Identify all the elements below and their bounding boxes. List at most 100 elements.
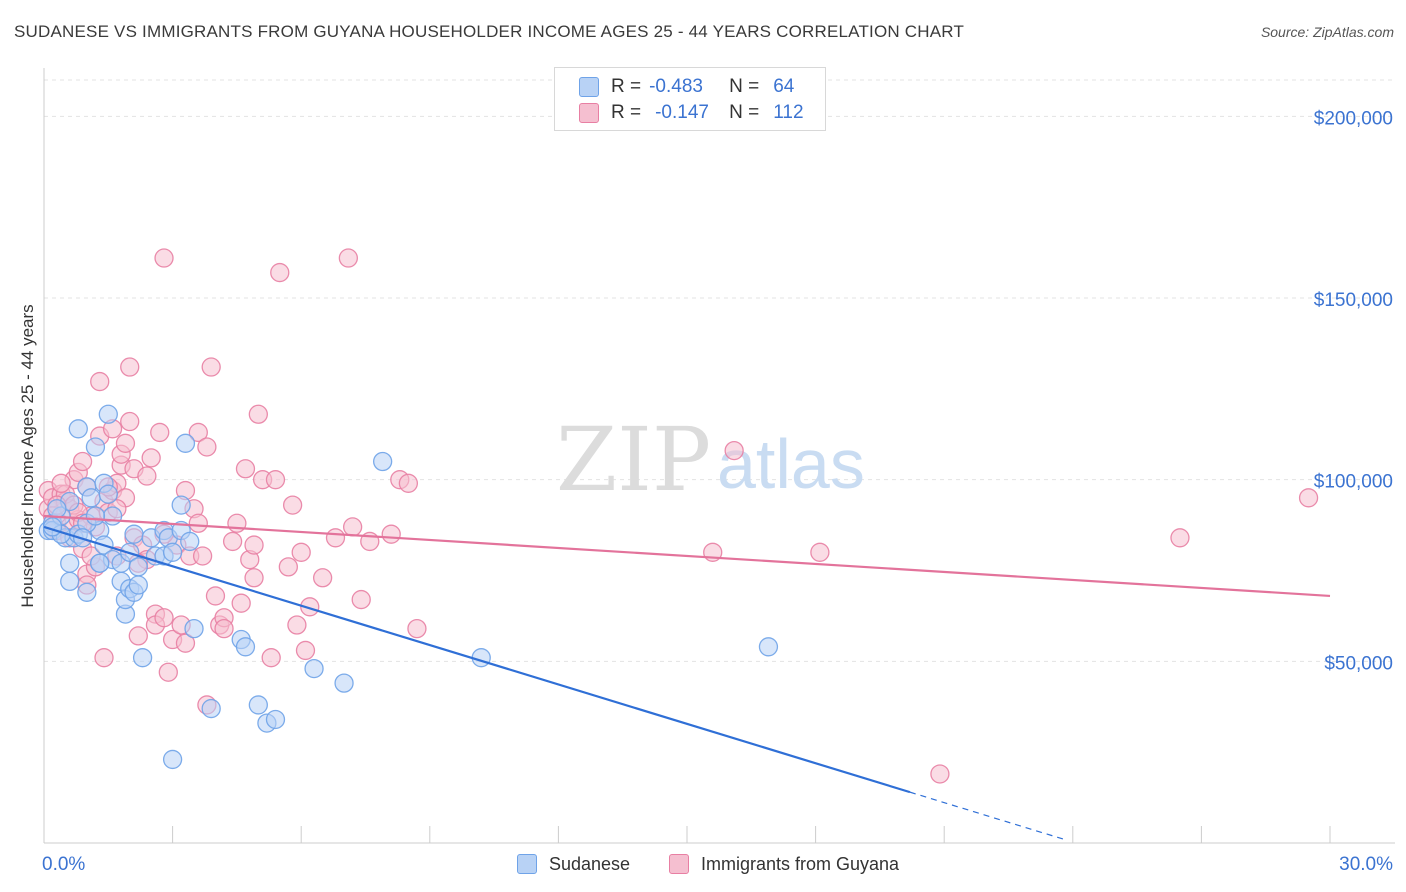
guyana-point xyxy=(192,546,213,566)
guyana-point xyxy=(287,615,307,635)
guyana-point xyxy=(342,517,363,537)
guyana-point xyxy=(120,411,140,432)
legend-row-guyana: R = -0.147 N = 112 xyxy=(579,101,804,125)
guyana-point xyxy=(150,422,170,443)
guyana-point xyxy=(201,357,221,377)
sudanese-point xyxy=(265,709,286,730)
source-label: Source: ZipAtlas.com xyxy=(1260,24,1394,40)
sudanese-swatch xyxy=(579,77,599,97)
guyana-point xyxy=(128,626,148,646)
guyana-point xyxy=(72,451,93,472)
sudanese-point xyxy=(60,553,80,573)
legend-guyana-label: Immigrants from Guyana xyxy=(701,853,900,874)
guyana-point xyxy=(231,593,251,613)
trend-lines xyxy=(43,514,1331,840)
sudanese-point xyxy=(180,531,200,552)
guyana-point xyxy=(810,542,830,562)
sudanese-point xyxy=(248,695,268,715)
guyana-point xyxy=(188,422,208,443)
guyana-point xyxy=(291,542,311,562)
watermark-zip: ZIP xyxy=(556,408,711,511)
guyana-point xyxy=(295,640,316,661)
sudanese-point xyxy=(171,495,191,515)
sudanese-point xyxy=(334,673,354,693)
sudanese-point xyxy=(201,698,221,719)
guyana-point xyxy=(227,513,247,533)
y-tick-label: $150,000 xyxy=(1314,290,1393,311)
sudanese-point xyxy=(128,557,148,577)
y-tick-label: $100,000 xyxy=(1314,472,1393,493)
guyana-point xyxy=(278,557,298,577)
guyana-point xyxy=(214,618,234,639)
sudanese-point xyxy=(124,524,144,544)
sudanese-n-value: 64 xyxy=(773,76,795,97)
sudanese-point xyxy=(758,637,779,657)
series-guyana-points xyxy=(38,248,1319,784)
legend-guyana-swatch xyxy=(669,854,689,874)
legend-item-sudanese[interactable]: Sudanese xyxy=(517,851,630,877)
guyana-point xyxy=(398,473,419,493)
legend-item-guyana[interactable]: Immigrants from Guyana xyxy=(669,851,899,877)
sudanese-point xyxy=(98,484,118,504)
guyana-swatch xyxy=(579,103,599,123)
sudanese-point xyxy=(77,582,97,602)
guyana-point xyxy=(120,357,140,377)
guyana-point xyxy=(407,618,427,639)
sudanese-point xyxy=(372,451,393,472)
guyana-point xyxy=(188,513,208,533)
guyana-point xyxy=(205,586,226,606)
guyana-point xyxy=(90,371,110,392)
sudanese-point xyxy=(162,749,183,770)
sudanese-point xyxy=(85,506,106,526)
sudanese-point xyxy=(235,637,256,657)
sudanese-point xyxy=(85,437,106,457)
guyana-point xyxy=(141,448,161,468)
sudanese-r-value: -0.483 xyxy=(649,76,703,97)
guyana-point xyxy=(235,459,256,479)
sudanese-point xyxy=(132,648,153,668)
guyana-point xyxy=(248,404,268,424)
sudanese-point xyxy=(98,404,118,424)
sudanese-point xyxy=(471,648,491,668)
guyana-point xyxy=(724,440,744,461)
guyana-point xyxy=(222,531,243,552)
sudanese-point xyxy=(175,433,196,453)
guyana-point xyxy=(244,568,264,588)
stats-legend: R = -0.483 N = 64 R = -0.147 N = 112 xyxy=(554,67,826,131)
sudanese-trend-extension xyxy=(909,791,1065,840)
sudanese-point xyxy=(128,575,148,595)
guyana-point xyxy=(1170,528,1190,548)
guyana-point xyxy=(175,633,196,653)
sudanese-point xyxy=(304,658,324,679)
sudanese-point xyxy=(81,488,101,508)
legend-sudanese-label: Sudanese xyxy=(549,853,631,874)
guyana-point xyxy=(300,597,320,617)
sudanese-n-label: N = xyxy=(729,76,760,97)
guyana-point xyxy=(338,248,359,268)
sudanese-point xyxy=(162,542,183,562)
guyana-point xyxy=(282,495,303,515)
guyana-point xyxy=(94,648,114,668)
guyana-point xyxy=(244,535,264,555)
sudanese-point xyxy=(60,571,80,592)
guyana-point xyxy=(381,524,401,544)
guyana-point xyxy=(115,433,136,453)
y-tick-label: $50,000 xyxy=(1324,653,1393,674)
guyana-point xyxy=(312,568,333,588)
guyana-n-value: 112 xyxy=(773,102,804,123)
guyana-point xyxy=(265,470,286,490)
guyana-point xyxy=(154,248,174,268)
guyana-point xyxy=(1298,488,1319,508)
sudanese-point xyxy=(68,419,88,439)
sudanese-trend-line xyxy=(43,525,911,794)
guyana-trend-line xyxy=(43,514,1331,598)
tick-labels: $50,000 $100,000 $150,000 $200,000 0.0% 30.0% xyxy=(42,108,1393,875)
guyana-point xyxy=(261,648,281,668)
watermark-atlas: atlas xyxy=(717,425,865,503)
series-sudanese-points xyxy=(38,404,779,770)
guyana-point xyxy=(930,764,950,784)
legend-sudanese-swatch xyxy=(517,854,537,874)
sudanese-point xyxy=(90,553,110,573)
chart-title: SUDANESE VS IMMIGRANTS FROM GUYANA HOUSE… xyxy=(14,22,965,41)
